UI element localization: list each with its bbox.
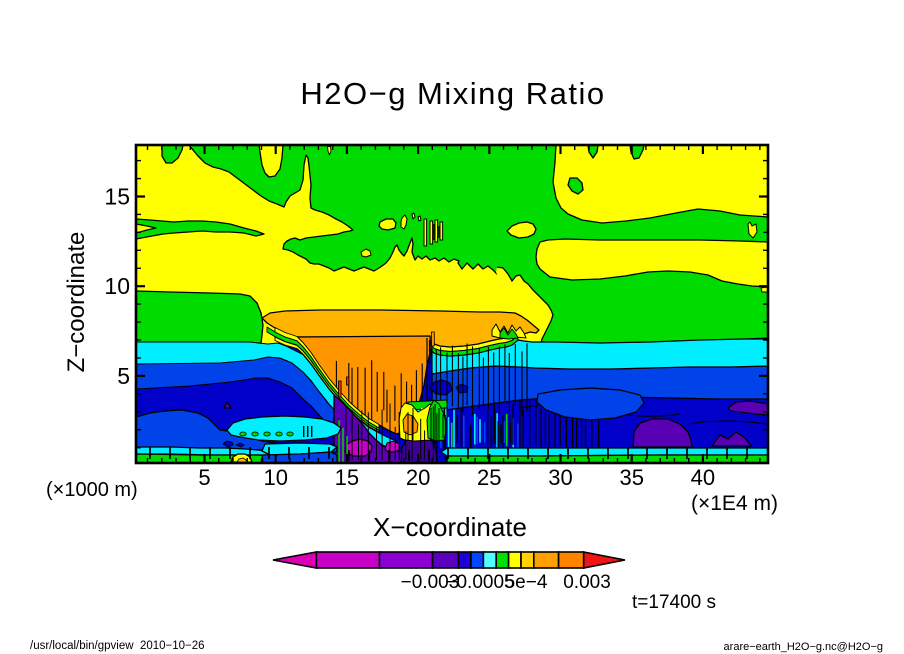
svg-text:5: 5	[117, 363, 130, 389]
svg-text:35: 35	[619, 465, 643, 490]
svg-text:(×1E4 m): (×1E4 m)	[691, 492, 778, 515]
svg-text:0.003: 0.003	[563, 572, 611, 593]
svg-text:5e−4: 5e−4	[505, 572, 548, 593]
svg-text:−0.003: −0.003	[401, 572, 460, 593]
svg-text:10: 10	[104, 273, 130, 299]
svg-text:X−coordinate: X−coordinate	[373, 512, 527, 542]
svg-text:arare−earth_H2O−g.nc@H2O−g: arare−earth_H2O−g.nc@H2O−g	[724, 641, 883, 653]
svg-text:/usr/local/bin/gpview 2010−10: /usr/local/bin/gpview 2010−10−26	[30, 640, 205, 652]
svg-text:20: 20	[406, 465, 430, 490]
svg-text:10: 10	[263, 465, 287, 490]
svg-text:5: 5	[198, 465, 210, 490]
svg-text:(×1000 m): (×1000 m)	[46, 479, 138, 501]
svg-text:15: 15	[335, 465, 359, 490]
svg-text:15: 15	[104, 184, 130, 210]
svg-text:25: 25	[477, 465, 501, 490]
svg-text:H2O−g Mixing Ratio: H2O−g Mixing Ratio	[300, 76, 605, 111]
svg-text:40: 40	[691, 465, 715, 490]
svg-text:Z−coordinate: Z−coordinate	[63, 232, 90, 373]
svg-text:−0.0005: −0.0005	[445, 572, 514, 593]
svg-text:30: 30	[548, 465, 572, 490]
svg-text:t=17400 s: t=17400 s	[632, 592, 716, 613]
